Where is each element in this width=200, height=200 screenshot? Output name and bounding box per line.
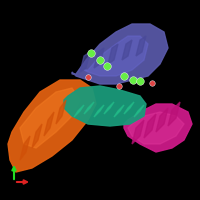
Point: [117, 84, 121, 88]
Polygon shape: [122, 40, 132, 60]
Point: [89, 51, 93, 55]
Polygon shape: [134, 105, 144, 117]
Polygon shape: [84, 36, 148, 76]
Polygon shape: [132, 120, 144, 144]
Point: [105, 65, 109, 68]
Point: [98, 58, 102, 62]
Polygon shape: [168, 102, 180, 126]
Point: [131, 78, 135, 82]
Point: [150, 81, 154, 85]
Polygon shape: [20, 136, 30, 160]
Polygon shape: [136, 36, 146, 56]
Polygon shape: [32, 124, 42, 148]
Polygon shape: [108, 44, 118, 64]
Polygon shape: [8, 80, 96, 172]
Polygon shape: [94, 105, 104, 117]
Polygon shape: [124, 104, 192, 152]
Polygon shape: [104, 102, 114, 114]
Polygon shape: [64, 86, 146, 126]
Polygon shape: [156, 108, 168, 132]
Point: [122, 74, 126, 77]
Polygon shape: [56, 100, 66, 124]
Polygon shape: [20, 88, 80, 148]
Polygon shape: [72, 24, 168, 84]
Polygon shape: [144, 114, 156, 138]
Point: [86, 75, 90, 79]
Point: [138, 79, 142, 83]
Polygon shape: [80, 52, 90, 72]
Polygon shape: [124, 102, 134, 114]
Polygon shape: [44, 112, 54, 136]
Polygon shape: [84, 102, 94, 114]
Polygon shape: [128, 112, 184, 144]
Polygon shape: [114, 105, 124, 117]
Polygon shape: [74, 105, 84, 117]
Polygon shape: [94, 48, 104, 68]
